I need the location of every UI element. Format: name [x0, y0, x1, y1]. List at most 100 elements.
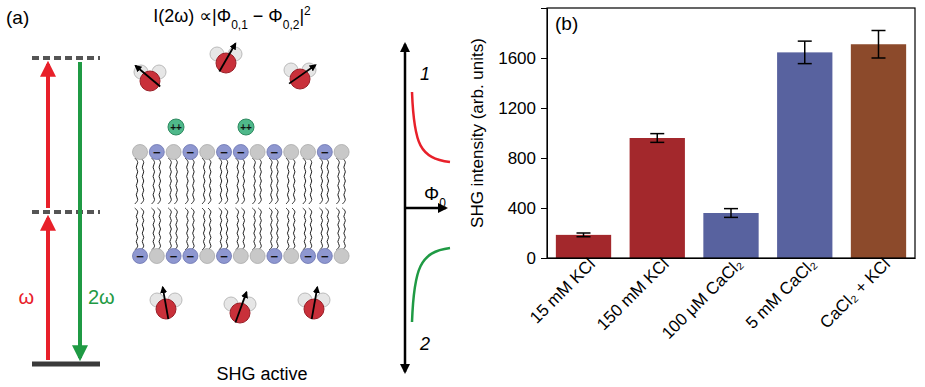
lipid-tail: [303, 208, 306, 250]
caption: SHG active: [216, 364, 307, 384]
error-bar: [577, 233, 591, 237]
lipid-tail: [219, 208, 222, 250]
potential-label: Φ0: [424, 183, 446, 210]
figure: (a)I(2ω) ∝|Φ0,1 − Φ0,2|2ω2ω−−−−−−−−−−−−−…: [0, 0, 925, 387]
potential-label-part: 0: [439, 196, 446, 210]
pump-arrow: [46, 218, 50, 360]
lipid-tail: [135, 158, 138, 204]
charged-head: [217, 249, 232, 264]
dipole-arrow: [235, 292, 246, 322]
bar: [630, 138, 685, 258]
cation-label: ++: [240, 122, 252, 133]
anion-sign: −: [170, 249, 178, 264]
neutral-head: [301, 145, 316, 160]
water-molecule: [134, 65, 166, 91]
x-tick: 5 mM CaCl₂: [742, 254, 820, 332]
charged-head: [149, 145, 164, 160]
error-cap: [871, 30, 885, 32]
panel-b: 04008001200160015 mM KCl150 mM KCl100 μM…: [468, 8, 916, 343]
water-molecule: [210, 44, 242, 73]
water-molecule: [298, 287, 330, 319]
curve-label: 2: [419, 334, 430, 354]
lipid-tail: [320, 158, 323, 204]
panel-title: (b): [555, 13, 578, 34]
bar: [703, 213, 758, 258]
error-cap: [724, 217, 738, 219]
virtual-level: [32, 56, 100, 60]
error-cap: [650, 142, 664, 144]
dipole-arrow: [135, 66, 160, 87]
oxygen: [216, 53, 236, 73]
dipole-arrow: [312, 287, 318, 319]
anion-sign: −: [237, 145, 245, 160]
cation-label: ++: [170, 122, 182, 133]
x-tick: 100 μM CaCl₂: [658, 254, 746, 342]
neutral-head: [166, 145, 181, 160]
lipid-tail: [342, 158, 345, 204]
neutral-head: [284, 145, 299, 160]
panel-a: (a)I(2ω) ∝|Φ0,1 − Φ0,2|2ω2ω−−−−−−−−−−−−−…: [6, 4, 450, 384]
error-stem: [730, 209, 732, 218]
lipid-tail: [236, 158, 239, 204]
y-tick: 0: [527, 249, 547, 268]
error-cap: [577, 236, 591, 238]
error-cap: [650, 133, 664, 135]
neutral-head: [250, 249, 265, 264]
charged-head: [217, 145, 232, 160]
charged-head: [267, 249, 282, 264]
x-tick: 150 mM KCl: [593, 254, 673, 334]
neutral-head: [284, 249, 299, 264]
error-stem: [804, 41, 806, 64]
y-tick-label: 1200: [498, 99, 536, 118]
lipid-tail: [236, 208, 239, 250]
anion-sign: −: [271, 145, 279, 160]
error-cap: [871, 57, 885, 59]
x-tick: CaCl₂ + KCl: [816, 254, 894, 332]
charged-head: [317, 249, 332, 264]
potential-curve-1: [412, 92, 450, 162]
lipid-tail: [242, 208, 245, 250]
error-cap: [798, 40, 812, 42]
y-tick: 400: [508, 199, 547, 218]
anion-sign: −: [187, 145, 195, 160]
x-tick-label: CaCl₂ + KCl: [816, 254, 894, 332]
plot-area: [556, 31, 906, 259]
x-tick-label: 5 mM CaCl₂: [742, 254, 820, 332]
anion-sign: −: [271, 249, 279, 264]
lipid-tail: [292, 208, 295, 250]
y-axis-line: [541, 9, 548, 259]
lipid-tail: [202, 208, 205, 250]
y-tick: 1200: [498, 99, 547, 118]
anion-sign: −: [187, 249, 195, 264]
y-tick-mark: [541, 58, 547, 59]
y-tick-mark: [541, 208, 547, 209]
lipid-tail: [326, 158, 329, 204]
lipid-tail: [336, 208, 339, 250]
lipid-tail: [286, 158, 289, 204]
curve-label: 1: [420, 64, 430, 84]
lipid-tail: [336, 158, 339, 204]
formula-part: 2: [304, 4, 311, 18]
bar: [777, 52, 832, 258]
lipid-tail: [292, 158, 295, 204]
dipole-arrow: [163, 287, 169, 319]
lipid-tail: [342, 208, 345, 250]
potential-label-part: Φ: [424, 183, 439, 204]
dipole-arrow: [289, 65, 315, 84]
charged-head: [233, 145, 248, 160]
lipid-tail: [158, 158, 161, 204]
lipid-tail: [152, 208, 155, 250]
anion-sign: −: [220, 145, 228, 160]
water-molecule: [150, 287, 182, 319]
omega-label: ω: [18, 286, 34, 308]
neutral-head: [250, 145, 265, 160]
bar: [851, 44, 906, 258]
anion-sign: −: [321, 145, 329, 160]
anion-sign: −: [220, 249, 228, 264]
y-tick: 800: [508, 149, 547, 168]
potential-curve-2: [412, 248, 450, 322]
formula-part: 0,1: [231, 18, 248, 32]
lipid-tail: [158, 208, 161, 250]
pump-arrow: [46, 64, 50, 208]
error-bar: [724, 209, 738, 218]
